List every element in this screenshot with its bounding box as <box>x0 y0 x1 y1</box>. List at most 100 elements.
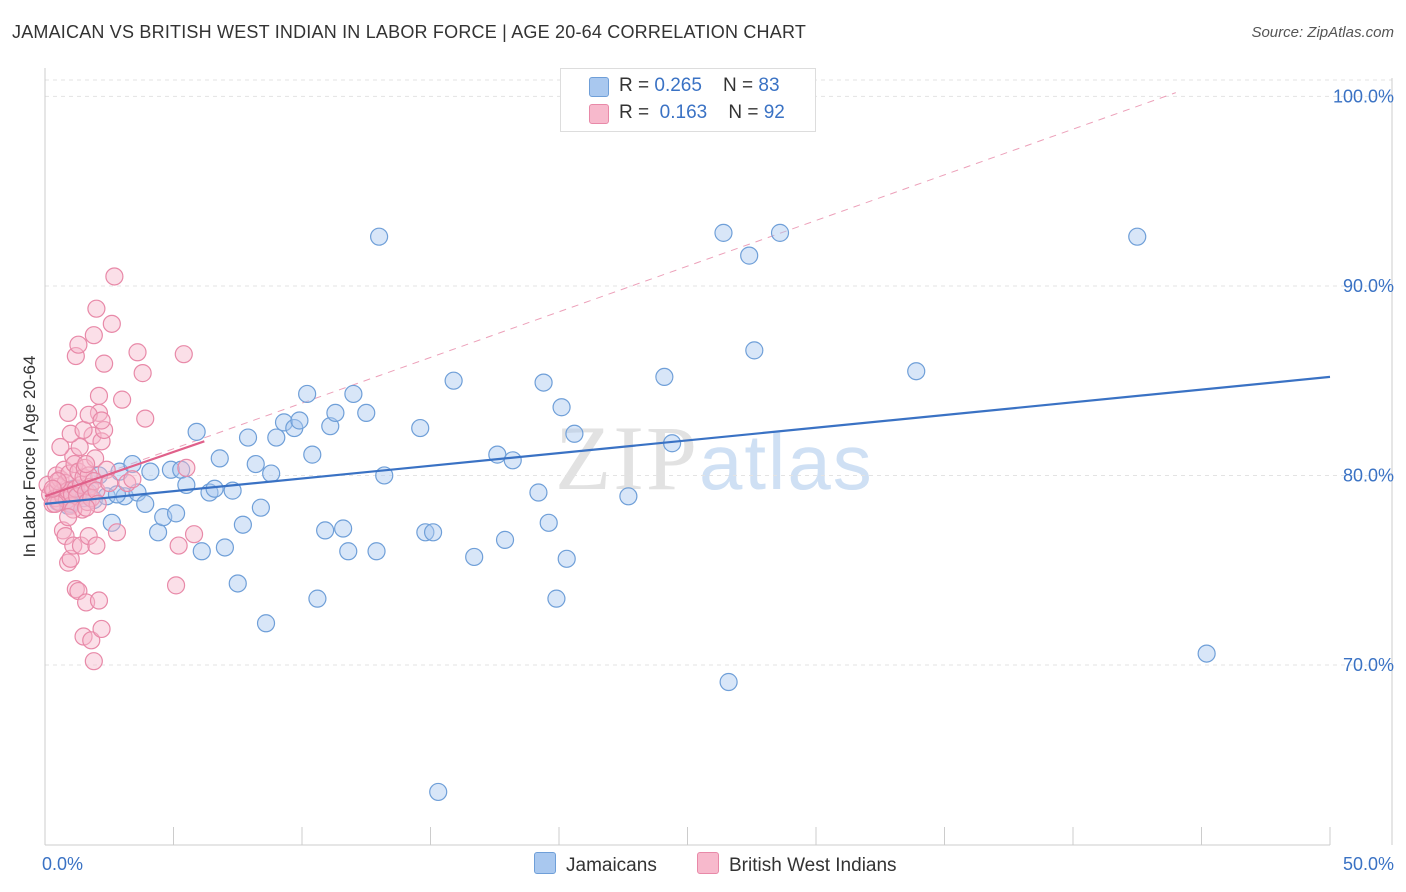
legend-text-jamaicans: R = 0.265 N = 83 <box>619 75 780 96</box>
point-british-west-indians-39 <box>92 432 111 451</box>
point-british-west-indians-63 <box>69 335 88 354</box>
chart-source: Source: ZipAtlas.com <box>1251 24 1394 41</box>
point-british-west-indians-54 <box>79 526 98 546</box>
y-axis-label: In Labor Force | Age 20-64 <box>20 356 39 558</box>
point-jamaicans-17 <box>148 523 168 542</box>
point-british-west-indians-81 <box>166 576 186 595</box>
point-jamaicans-55 <box>416 523 435 542</box>
point-jamaicans-41 <box>298 384 317 404</box>
point-jamaicans-28 <box>215 538 234 557</box>
point-jamaicans-35 <box>256 614 276 633</box>
point-jamaicans-37 <box>267 428 286 447</box>
point-jamaicans-59 <box>465 547 484 567</box>
point-jamaicans-15 <box>136 494 155 513</box>
point-jamaicans-33 <box>246 454 265 474</box>
legend-n-value-jamaicans: 83 <box>758 75 780 96</box>
point-jamaicans-46 <box>326 403 345 423</box>
point-jamaicans-44 <box>316 521 335 540</box>
point-british-west-indians-84 <box>177 458 196 477</box>
point-jamaicans-63 <box>529 483 548 502</box>
chart-title: JAMAICAN VS BRITISH WEST INDIAN IN LABOR… <box>12 22 807 42</box>
point-british-west-indians-68 <box>87 299 106 318</box>
x-tick-label-0: 0.0% <box>42 854 83 874</box>
point-british-west-indians-65 <box>77 454 96 474</box>
y-tick-label-3: 100.0% <box>1333 86 1394 106</box>
point-jamaicans-49 <box>344 384 363 404</box>
point-british-west-indians-35 <box>86 449 105 468</box>
point-british-west-indians-47 <box>61 549 80 568</box>
point-jamaicans-40 <box>290 411 309 430</box>
point-jamaicans-20 <box>166 504 186 523</box>
point-jamaicans-47 <box>334 519 353 538</box>
point-jamaicans-65 <box>539 513 558 532</box>
point-jamaicans-43 <box>308 589 327 608</box>
point-british-west-indians-79 <box>133 364 152 383</box>
point-jamaicans-48 <box>339 542 358 561</box>
point-british-west-indians-78 <box>128 343 147 362</box>
point-jamaicans-76 <box>740 246 759 265</box>
point-british-west-indians-75 <box>112 390 132 409</box>
point-british-west-indians-51 <box>71 536 91 555</box>
point-jamaicans-58 <box>444 371 463 390</box>
point-jamaicans-62 <box>503 451 522 470</box>
point-british-west-indians-83 <box>174 345 193 364</box>
point-british-west-indians-69 <box>89 386 109 405</box>
legend-swatch-british-west-indians <box>589 104 609 124</box>
point-jamaicans-16 <box>141 462 160 481</box>
x-tick-label-1: 50.0% <box>1343 854 1394 874</box>
point-jamaicans-42 <box>303 445 322 464</box>
point-jamaicans-24 <box>192 542 211 561</box>
point-british-west-indians-45 <box>56 526 75 546</box>
legend-r-value-british-west-indians: 0.163 <box>659 102 708 123</box>
point-jamaicans-56 <box>423 523 443 542</box>
point-british-west-indians-58 <box>89 591 109 610</box>
point-jamaicans-23 <box>187 422 206 441</box>
point-british-west-indians-56 <box>84 652 103 671</box>
trend-line-jamaicans <box>44 375 1331 505</box>
point-jamaicans-10 <box>102 513 121 532</box>
trend-line-british-west-indians <box>44 440 205 498</box>
bottom-legend-british-west-indians[interactable]: British West Indians <box>697 852 897 877</box>
point-jamaicans-57 <box>429 782 448 802</box>
point-british-west-indians-60 <box>59 403 78 423</box>
watermark: ZIPatlas <box>555 405 874 511</box>
bottom-legend-swatch-british-west-indians <box>697 852 719 874</box>
bottom-legend-label-jamaicans: Jamaicans <box>566 855 657 876</box>
point-jamaicans-31 <box>233 515 252 534</box>
point-british-west-indians-73 <box>105 267 124 286</box>
legend-r-value-jamaicans: 0.265 <box>654 75 702 96</box>
point-british-west-indians-33 <box>83 426 102 445</box>
legend-text-british-west-indians: R = 0.163 N = 92 <box>619 102 785 123</box>
point-jamaicans-27 <box>210 449 229 468</box>
point-jamaicans-36 <box>262 464 281 483</box>
point-british-west-indians-72 <box>102 314 121 333</box>
point-british-west-indians-70 <box>92 411 111 430</box>
point-british-west-indians-91 <box>77 498 96 517</box>
point-jamaicans-68 <box>557 549 576 568</box>
bottom-legend-swatch-jamaicans <box>534 852 556 874</box>
bottom-legend-jamaicans[interactable]: Jamaicans <box>534 852 657 877</box>
point-jamaicans-66 <box>547 589 566 608</box>
point-jamaicans-74 <box>719 672 738 692</box>
point-british-west-indians-80 <box>136 409 155 428</box>
y-tick-label-1: 80.0% <box>1343 465 1394 485</box>
point-british-west-indians-49 <box>66 580 85 599</box>
point-british-west-indians-71 <box>95 354 114 373</box>
point-jamaicans-34 <box>251 498 270 517</box>
point-british-west-indians-23 <box>70 437 89 457</box>
point-british-west-indians-67 <box>84 326 103 345</box>
point-british-west-indians-59 <box>92 619 111 639</box>
point-jamaicans-19 <box>161 460 181 479</box>
point-british-west-indians-90 <box>59 508 78 527</box>
point-jamaicans-32 <box>238 428 258 447</box>
point-british-west-indians-74 <box>107 523 127 542</box>
point-jamaicans-61 <box>495 530 515 549</box>
dashed-reference-line <box>44 92 1176 495</box>
point-british-west-indians-55 <box>82 631 101 650</box>
point-jamaicans-79 <box>1128 227 1147 246</box>
point-british-west-indians-57 <box>87 536 106 555</box>
point-jamaicans-67 <box>552 398 571 417</box>
point-british-west-indians-77 <box>123 470 142 489</box>
watermark-zip: ZIP <box>555 407 699 509</box>
